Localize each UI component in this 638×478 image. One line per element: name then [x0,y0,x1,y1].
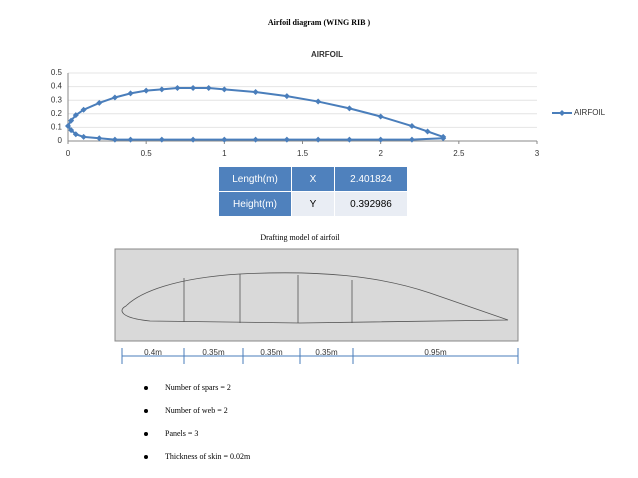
data-point [408,123,415,130]
data-point [68,127,75,134]
data-point [252,89,259,96]
x-tick-label: 0 [66,149,71,158]
data-point [190,136,197,143]
data-point [440,133,447,140]
bullet-text: Number of spars = 2 [165,383,231,392]
bullet-text: Thickness of skin = 0.02m [165,452,251,461]
table-cell: Height(m) [218,191,292,217]
data-point [80,106,87,113]
dimensions: 0.4m 0.35m 0.35m 0.35m 0.95m [121,348,519,364]
data-point [80,133,87,140]
bullet-dot [144,386,148,390]
y-tick-label: 0.3 [51,95,63,104]
bullet-dot [144,455,148,459]
data-point [315,136,322,143]
bullet-text: Number of web = 2 [165,406,228,415]
table-cell: 2.401824 [334,166,408,192]
y-tick-label: 0.1 [51,123,63,132]
x-tick-label: 0.5 [141,149,153,158]
dimension-label: 0.4m [144,348,162,357]
data-point [127,90,134,97]
data-point [283,136,290,143]
data-point [346,136,353,143]
dimension-table: Length(m) X 2.401824 Height(m) Y 0.39298… [218,166,408,217]
data-point [72,131,79,138]
chart: 0 0.1 0.2 0.3 0.4 0.5 0 0.5 1 1.5 2 2.5 3 AIRFOIL [51,68,606,158]
drafting-figure [114,248,519,357]
data-point [96,135,103,142]
data-point [346,105,353,112]
y-tick-label: 0.2 [51,109,63,118]
table-cell: Y [291,191,335,217]
x-tick-label: 2.5 [453,149,465,158]
bullet-dot [144,409,148,413]
data-point [143,87,150,94]
data-point [96,99,103,106]
data-point [408,136,415,143]
data-point [111,94,118,101]
data-point [221,136,228,143]
y-tick-label: 0 [58,136,63,145]
data-point [205,84,212,91]
data-point [424,128,431,135]
data-point [111,136,118,143]
table-cell: X [291,166,335,192]
chart-title: AIRFOIL [311,50,343,59]
data-point [72,112,79,119]
table-row: Height(m) Y 0.392986 [218,191,408,217]
data-point [174,84,181,91]
data-point [65,123,71,130]
x-tick-label: 1 [222,149,227,158]
dimension-label: 0.35m [260,348,283,357]
table-row: Length(m) X 2.401824 [218,166,408,192]
bullet-list: Number of spars = 2 Number of web = 2 Pane… [144,383,251,461]
data-point [127,136,134,143]
legend-label: AIRFOIL [574,108,606,117]
airfoil-outline [121,272,509,324]
y-tick-label: 0.5 [51,68,63,77]
slide-title: Airfoil diagram (WING RIB ) [268,18,371,27]
bullet-dot [144,432,148,436]
legend-marker [559,110,565,116]
data-point [283,93,290,100]
drafting-title: Drafting model of airfoil [260,233,340,242]
dimension-label: 0.35m [315,348,338,357]
dimension-label: 0.35m [202,348,225,357]
data-point [252,136,259,143]
dimension-label: 0.95m [424,348,447,357]
x-tick-label: 3 [535,149,540,158]
y-tick-label: 0.4 [51,82,63,91]
data-point [377,113,384,120]
data-point [158,136,165,143]
table-cell: 0.392986 [334,191,408,217]
data-point [68,117,75,124]
bullet-text: Panels = 3 [165,429,198,438]
x-tick-label: 2 [378,149,383,158]
data-point [221,86,228,93]
data-point [315,98,322,105]
data-point [158,86,165,93]
data-point [190,84,197,91]
drafting-frame [114,248,519,342]
x-tick-label: 1.5 [297,149,309,158]
table-cell: Length(m) [218,166,292,192]
data-point [377,136,384,143]
